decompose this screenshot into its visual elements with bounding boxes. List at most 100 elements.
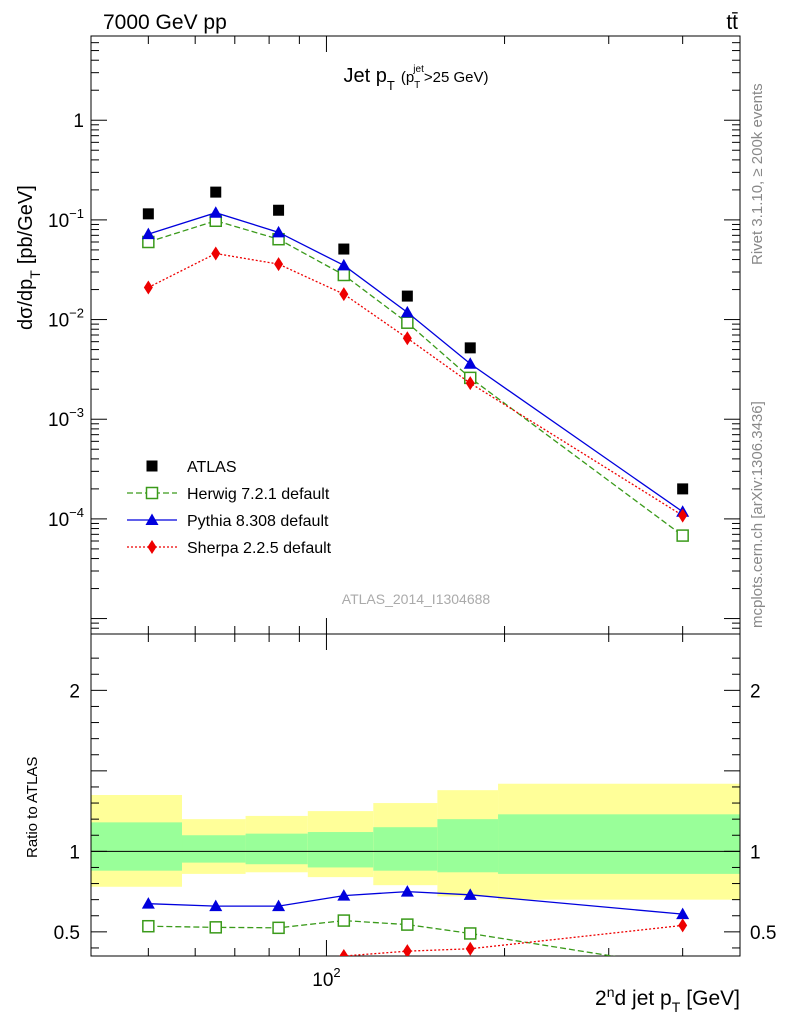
- pythia-ratio-point-6: [676, 907, 690, 920]
- legend-label-sherpa: Sherpa 2.2.5 default: [187, 540, 332, 557]
- pythia-ratio-point-0: [141, 897, 155, 909]
- pythia-main-point-2: [272, 225, 286, 238]
- title-cond-open: (p: [401, 69, 414, 86]
- sherpa-main-point-4: [402, 331, 412, 346]
- atlas-main-point-3: [338, 243, 350, 255]
- herwig-main-point-3: [337, 268, 351, 282]
- atlas-main-point-4: [401, 290, 413, 302]
- ytick-base: 10: [48, 410, 69, 431]
- rivet-label: Rivet 3.1.10, ≥ 200k events: [749, 83, 766, 265]
- legend-marker-herwig: [145, 486, 159, 500]
- legend-label-pythia: Pythia 8.308 default: [187, 513, 329, 530]
- herwig-main-point-4: [401, 316, 414, 329]
- herwig-ratio-point-3: [337, 914, 351, 927]
- title-cond-rest: >25 GeV): [424, 69, 489, 86]
- xtick-base: 10: [312, 970, 333, 991]
- ratio-ytick-label-right-1: 1: [750, 842, 761, 863]
- title-cond-sup: jet: [412, 64, 424, 75]
- ytick-exp: −2: [69, 306, 84, 321]
- main-ytick-label-1: 10−3: [48, 405, 84, 431]
- pythia-ratio-point-3: [337, 889, 351, 901]
- atlas-main-point-2: [273, 204, 285, 216]
- legend: ATLAS Herwig 7.2.1 default Pythia 8.308 de…: [127, 459, 332, 557]
- pythia-main-point-0: [141, 227, 155, 240]
- ytick-exp: −3: [69, 405, 84, 420]
- herwig-ratio-point-6: [677, 962, 688, 973]
- mcplots-label: mcplots.cern.ch [arXiv:1306.3436]: [749, 401, 766, 628]
- ratio-ytick-label-left-0: 0.5: [54, 923, 80, 944]
- main-series-layer: [141, 186, 690, 542]
- sherpa-main-point-3: [339, 287, 349, 302]
- pythia-main-point-3: [337, 258, 351, 271]
- pythia-main-point-1: [209, 206, 223, 218]
- ylabel-main: dσ/dp: [15, 279, 37, 330]
- legend-marker-pythia: [145, 513, 159, 525]
- main-ytick-label-2: 10−2: [48, 306, 84, 332]
- band-inner-5: [437, 819, 499, 873]
- band-inner-3: [307, 832, 374, 868]
- sherpa-ratio-point-1: [211, 967, 220, 981]
- legend-label-herwig: Herwig 7.2.1 default: [187, 486, 330, 503]
- xlabel-pre: 2: [595, 987, 607, 1010]
- pythia-ratio-point-5: [463, 888, 477, 900]
- herwig-ratio-point-0: [142, 919, 155, 933]
- ytick-exp: −1: [69, 206, 84, 221]
- main-ytick-label-3: 10−1: [48, 206, 84, 232]
- atlas-main-point-5: [464, 342, 476, 354]
- main-ylabel: dσ/dpT [pb/GeV]: [15, 185, 43, 330]
- band-inner-6: [498, 814, 740, 874]
- pythia-ratio-point-1: [209, 899, 223, 912]
- ytick-exp: −4: [69, 505, 84, 520]
- band-inner-4: [373, 827, 438, 871]
- herwig-ratio-point-4: [401, 918, 414, 931]
- plot-title: Jet pT (pTjet>25 GeV): [344, 64, 489, 93]
- legend-marker-sherpa: [147, 540, 157, 554]
- sherpa-ratio-point-0: [144, 976, 153, 990]
- xlabel-sub: T: [672, 999, 681, 1015]
- ratio-ytick-label-left-1: 1: [69, 842, 80, 863]
- ratio-ytick-label-right-2: 2: [750, 681, 761, 702]
- xlabel: 2nd jet pT [GeV]: [595, 984, 740, 1015]
- xlabel-mid: d jet p: [615, 987, 672, 1010]
- sherpa-ratio-point-2: [274, 959, 283, 973]
- xlabel-sup: n: [607, 984, 615, 1000]
- herwig-ratio-point-1: [209, 921, 223, 934]
- legend-label-atlas: ATLAS: [187, 459, 237, 476]
- sherpa-ratio-point-6: [678, 918, 688, 933]
- ratio-axis-ticks: 0.5 0.5 1 1 2 2: [54, 634, 776, 956]
- herwig-main-point-6: [676, 529, 689, 542]
- sherpa-ratio-point-5: [465, 941, 475, 956]
- pythia-main-point-4: [400, 305, 414, 318]
- sherpa-main-point-1: [211, 246, 221, 261]
- sherpa-main-point-5: [465, 376, 475, 391]
- title-cond-sub: T: [414, 80, 420, 91]
- ylabel-units: [pb/GeV]: [15, 185, 37, 264]
- atlas-main-point-1: [210, 186, 222, 198]
- atlas-main-point-0: [142, 208, 154, 220]
- ytick-base: 10: [48, 211, 69, 232]
- ratio-ytick-label-right-0: 0.5: [750, 923, 776, 944]
- title-sub: T: [387, 78, 395, 93]
- ratio-panel-frame: [90, 633, 741, 957]
- pythia-main-point-5: [463, 357, 477, 369]
- main-axis-ticks: 10−410−310−210−11: [48, 35, 741, 635]
- ylabel-sub: T: [27, 270, 43, 279]
- ytick-base: 10: [48, 510, 69, 531]
- pythia-ratio-point-2: [272, 899, 286, 912]
- main-ytick-label-4: 1: [73, 111, 84, 132]
- sherpa-ratio-point-3: [339, 949, 349, 956]
- ratio-ylabel: Ratio to ATLAS: [24, 757, 41, 858]
- ratio-series-layer: [141, 885, 690, 990]
- atlas-main-point-6: [677, 483, 689, 495]
- ratio-ytick-label-left-2: 2: [69, 681, 80, 702]
- herwig-ratio-line: [148, 919, 616, 956]
- band-inner-0: [91, 822, 183, 871]
- sherpa-main-point-0: [143, 280, 153, 295]
- sherpa-ratio-line: [339, 924, 683, 956]
- sherpa-main-point-6: [678, 508, 688, 523]
- header-left: 7000 GeV pp: [103, 11, 227, 34]
- xtick-exp: 2: [333, 965, 340, 980]
- sherpa-main-line: [148, 252, 684, 517]
- ytick-base: 10: [48, 311, 69, 332]
- title-main: Jet p: [344, 65, 387, 87]
